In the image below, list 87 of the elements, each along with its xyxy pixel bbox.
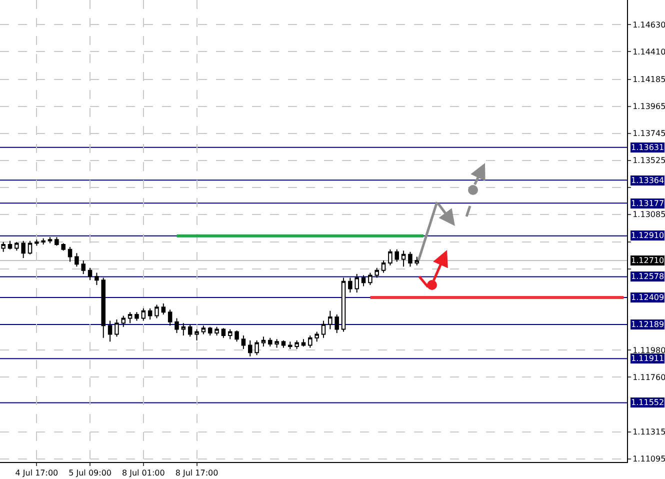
ref-line-label: 1.13631: [631, 143, 664, 152]
candlestick: [341, 277, 346, 332]
y-tick-label: 1.11095: [632, 454, 665, 464]
y-tick-label: 1.13525: [632, 156, 665, 166]
candlestick: [188, 324, 192, 338]
ref-line-label: 1.13177: [631, 199, 664, 208]
ref-line-label: 1.11552: [631, 398, 664, 407]
candlestick: [21, 240, 26, 259]
candlestick: [268, 337, 272, 347]
candlestick: [161, 302, 166, 316]
candlestick: [101, 277, 106, 338]
candlestick: [88, 267, 92, 281]
candlestick: [141, 308, 146, 322]
candlestick: [261, 336, 266, 347]
candlestick: [388, 248, 392, 266]
candlestick: [241, 334, 246, 350]
ref-line-label: 1.12189: [631, 320, 664, 329]
candlestick: [334, 314, 339, 334]
ref-line-label: 1.12409: [631, 293, 664, 302]
candlestick: [194, 328, 199, 341]
candlestick: [354, 274, 359, 293]
x-tick-label: 8 Jul 17:00: [175, 468, 218, 478]
candlestick: [94, 272, 99, 286]
candlestick: [401, 250, 406, 268]
candlestick: [28, 240, 32, 255]
ref-line-label: 1.13364: [631, 176, 664, 185]
candlestick: [214, 326, 219, 336]
candlestick: [248, 340, 252, 357]
candlestick: [14, 242, 19, 252]
candlestick: [128, 312, 132, 324]
candlestick: [74, 252, 79, 268]
x-tick-label: 4 Jul 17:00: [15, 468, 58, 478]
candlestick: [54, 236, 59, 246]
candlestick: [61, 242, 66, 252]
ref-line-label: 1.12910: [631, 231, 664, 240]
y-tick-label: 1.13085: [632, 210, 665, 220]
candlestick: [308, 334, 312, 348]
candlestick: [414, 256, 420, 266]
candlestick: [281, 340, 286, 348]
x-tick-label: 8 Jul 01:00: [122, 468, 165, 478]
candlestick: [321, 320, 326, 338]
candlestick: [348, 277, 352, 293]
candlestick: [48, 236, 52, 244]
candlestick: [181, 322, 186, 336]
y-tick-label: 1.13745: [632, 129, 665, 138]
candlestick: [154, 304, 159, 319]
candlestick: [201, 325, 206, 335]
candlestick: [408, 251, 412, 268]
candlestick: [34, 239, 39, 246]
candlestick: [8, 240, 12, 250]
candlestick: [374, 267, 379, 278]
y-tick-label: 1.11980: [632, 346, 665, 355]
candlestick: [168, 309, 172, 326]
candlestick: [81, 260, 86, 275]
y-tick-label: 1.13965: [632, 102, 665, 112]
candlestick: [228, 328, 232, 340]
ref-line-label: 1.12578: [631, 272, 664, 281]
y-tick-label: 1.14630: [632, 20, 665, 30]
y-tick-label: 1.11315: [632, 428, 665, 437]
candlestick: [301, 338, 306, 347]
candlestick: [254, 340, 259, 356]
candlestick: [41, 238, 46, 246]
candlestick: [174, 318, 179, 334]
candlestick: [314, 331, 319, 342]
candlestick: [328, 310, 332, 330]
y-tick-label: 1.14410: [632, 47, 665, 56]
candlestick: [288, 341, 292, 350]
candlestick: [274, 338, 279, 348]
candlestick: [108, 320, 112, 342]
candlestick: [134, 312, 139, 322]
candlestick: [381, 260, 386, 274]
candlestick: [361, 274, 366, 287]
candlestick: [234, 330, 239, 342]
candlestick: [121, 315, 126, 328]
candlestick: [208, 326, 212, 336]
candlestick: [148, 308, 152, 320]
candlestick: [221, 328, 226, 338]
ref-line-label: 1.11911: [631, 354, 664, 363]
ref-line-label: 1.12710: [631, 256, 664, 265]
candlestick: [114, 318, 119, 338]
candlestick: [368, 272, 372, 286]
candlestick: [294, 340, 299, 350]
y-tick-label: 1.14185: [632, 75, 665, 84]
candlestick: [394, 248, 400, 262]
y-tick-label: 1.11760: [632, 373, 665, 382]
x-tick-label: 5 Jul 09:00: [68, 468, 112, 478]
candlestick: [68, 246, 72, 262]
